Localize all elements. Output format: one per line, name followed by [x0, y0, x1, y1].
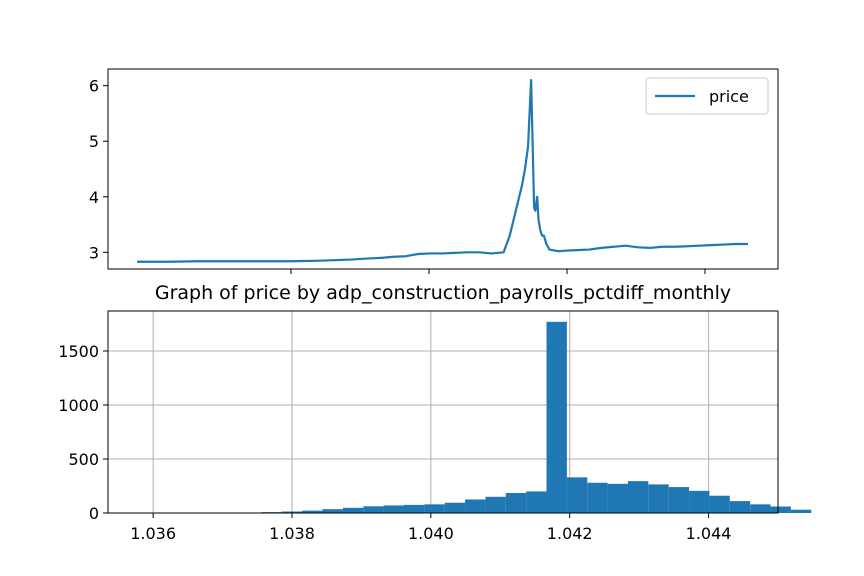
histogram-x-tick-label: 1.040 — [408, 524, 454, 543]
histogram-bar — [403, 504, 425, 513]
histogram-x-tick-label: 1.036 — [130, 524, 176, 543]
histogram-bar — [465, 499, 486, 513]
histogram-bar — [505, 493, 527, 513]
histogram-bar — [383, 505, 404, 513]
histogram-bar — [281, 511, 303, 513]
histogram-y-tick-label: 1500 — [58, 342, 99, 361]
histogram-bar — [709, 495, 730, 513]
legend-price-label: price — [709, 87, 749, 106]
histogram-bar — [770, 506, 791, 513]
histogram-bar — [546, 321, 567, 513]
histogram-bar — [485, 496, 506, 513]
histogram-bar — [424, 504, 445, 513]
histogram-bar — [668, 487, 690, 513]
line-y-axis-ticks: 3 4 5 6 — [89, 77, 108, 262]
line-x-axis-ticks — [290, 269, 706, 274]
histogram-bar — [444, 502, 466, 513]
histogram-x-axis-ticks: 1.036 1.038 1.040 1.042 1.044 — [130, 513, 731, 543]
histogram-bar — [526, 491, 547, 513]
line-axes-frame — [107, 68, 779, 270]
histogram-y-tick-label: 0 — [89, 504, 99, 523]
histogram-bar — [342, 507, 364, 513]
histogram-bar — [627, 481, 649, 513]
histogram-x-tick-label: 1.042 — [547, 524, 593, 543]
histogram-bar — [750, 504, 771, 513]
histogram-bars — [139, 321, 812, 513]
histogram-title: Graph of price by adp_construction_payro… — [155, 282, 731, 304]
legend-frame — [645, 77, 769, 115]
histogram-bar — [322, 509, 343, 513]
histogram-bar — [790, 509, 812, 513]
line-y-tick-label: 5 — [89, 132, 99, 151]
histogram-bar — [587, 482, 608, 513]
histogram-bar — [729, 501, 751, 513]
legend: price — [645, 77, 769, 115]
histogram-x-tick-label: 1.044 — [686, 524, 732, 543]
line-y-tick-label: 3 — [89, 243, 99, 262]
histogram-y-axis-ticks: 0 500 1000 1500 — [58, 342, 108, 523]
line-y-tick-label: 6 — [89, 77, 99, 96]
histogram-axes-frame — [107, 310, 779, 514]
histogram-bar — [302, 510, 323, 513]
histogram-bar — [363, 506, 384, 513]
histogram-y-tick-label: 1000 — [58, 396, 99, 415]
histogram-bar — [566, 477, 588, 513]
line-chart: 3 4 5 6 price — [89, 68, 779, 274]
histogram-chart: 0 500 1000 1500 1.036 1.038 1.040 1.042 1.044 — [58, 310, 812, 543]
price-series-line — [137, 79, 748, 263]
histogram-bar — [648, 484, 669, 513]
histogram-x-tick-label: 1.038 — [269, 524, 315, 543]
histogram-bar — [607, 483, 628, 513]
histogram-bar — [689, 490, 710, 513]
histogram-y-tick-label: 500 — [68, 450, 99, 469]
line-y-tick-label: 4 — [89, 188, 99, 207]
